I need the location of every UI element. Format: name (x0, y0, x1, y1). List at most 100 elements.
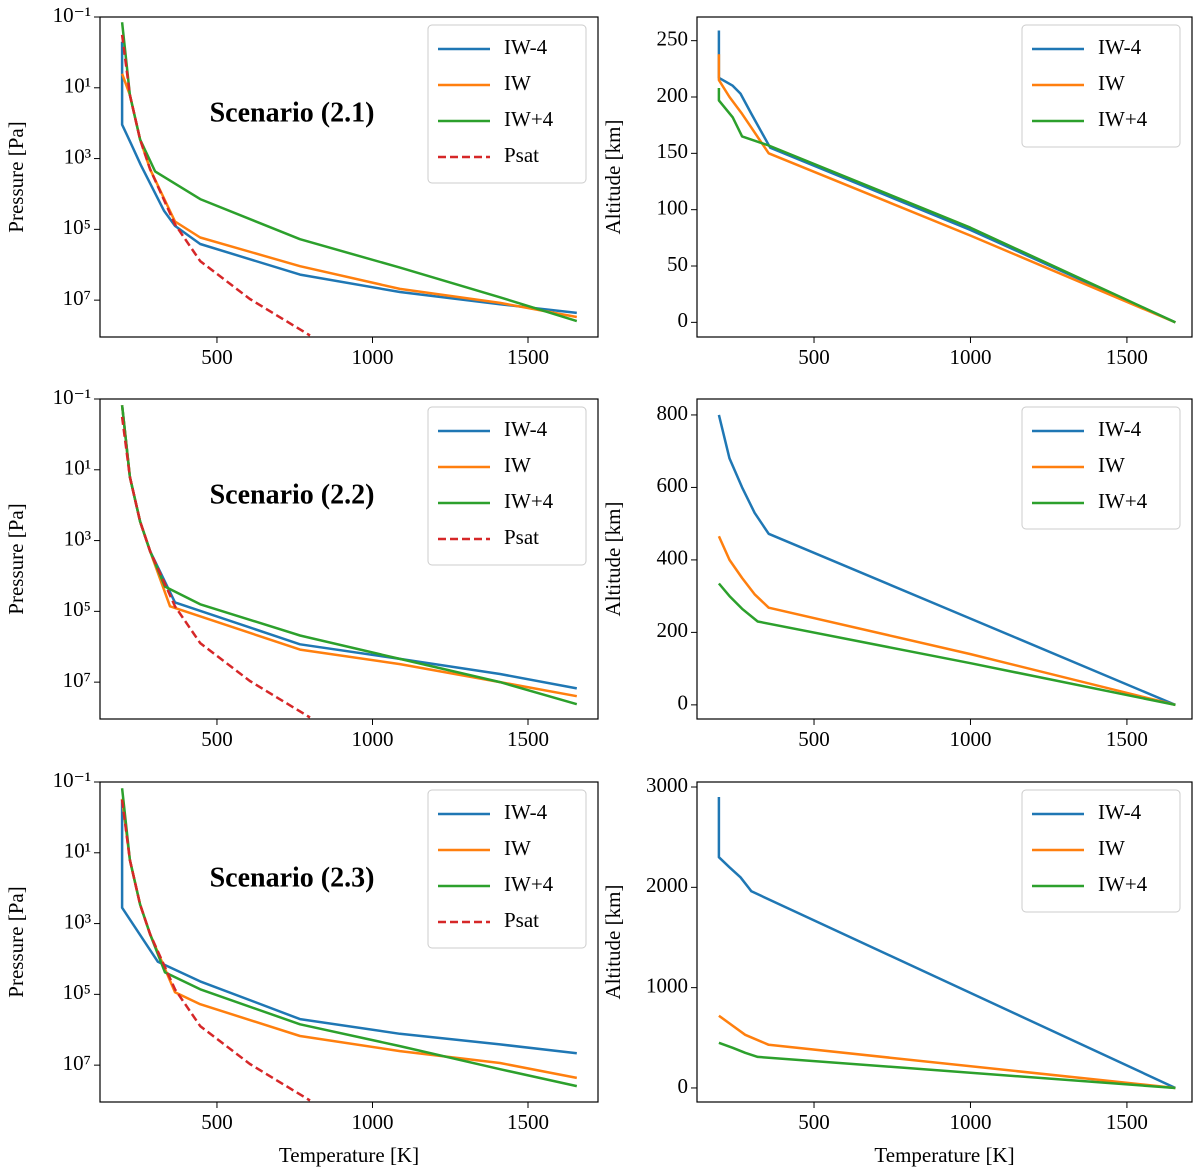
series-line (717, 535, 1176, 707)
legend-label: IW+4 (1098, 872, 1148, 896)
legend-label: IW-4 (1098, 800, 1142, 824)
legend-label: IW (504, 453, 531, 477)
x-tick-label: 1500 (1106, 345, 1148, 369)
legend-label: IW+4 (504, 107, 554, 131)
annotation: Scenario (2.1) (210, 97, 375, 128)
y-tick-label: 150 (657, 139, 689, 163)
legend-label: IW (1098, 836, 1125, 860)
y-tick-label: 0 (678, 1074, 689, 1098)
legend-label: Psat (504, 908, 539, 932)
plot-frame (696, 398, 1193, 720)
y-tick-label: 10¹ (64, 74, 91, 98)
series-line (717, 30, 1176, 324)
series-line (120, 405, 578, 706)
x-tick-label: 500 (201, 345, 233, 369)
series-line (717, 54, 1176, 324)
y-axis-label: Pressure [Pa] (4, 886, 28, 997)
y-axis-label: Altitude [km] (601, 885, 625, 1000)
series-line (120, 788, 578, 1088)
y-tick-label: 10⁷ (63, 286, 91, 310)
y-tick-label: 3000 (646, 773, 688, 797)
y-axis-label: Pressure [Pa] (4, 503, 28, 614)
series-line (717, 414, 1176, 707)
x-tick-label: 1000 (351, 345, 393, 369)
x-tick-label: 1000 (351, 727, 393, 751)
series-line (717, 582, 1176, 707)
annotation: Scenario (2.2) (210, 479, 375, 510)
y-tick-label: 10⁷ (63, 668, 91, 692)
y-tick-label: 10⁻¹ (53, 768, 91, 792)
legend-label: IW-4 (504, 800, 548, 824)
plot-frame (99, 781, 599, 1103)
panel: 500 1000 1500 10⁻¹ 10¹ 10³ 10⁵ 10⁷ IW-4 IW IW+4 Psa… (4, 385, 599, 751)
y-tick-label: 10¹ (64, 456, 91, 480)
y-axis-label: Altitude [km] (601, 120, 625, 235)
legend-label: IW+4 (504, 489, 554, 513)
legend-label: Psat (504, 143, 539, 167)
series-line (717, 797, 1176, 1090)
panel: 500 1000 1500 0 1000 2000 3000 IW-4 IW IW+4 Altitu… (601, 773, 1193, 1167)
series-line (120, 416, 311, 719)
series-line (718, 1014, 1176, 1090)
panel: 500 1000 1500 10⁻¹ 10¹ 10³ 10⁵ 10⁷ IW-4 IW IW+4 Psa… (4, 768, 599, 1167)
legend-box (427, 789, 587, 949)
x-tick-label: 500 (201, 727, 233, 751)
y-tick-label: 10³ (64, 909, 91, 933)
panel: 500 1000 1500 0 200 400 600 800 IW-4 IW IW+4 Altitu… (601, 398, 1193, 751)
y-tick-label: 10³ (64, 526, 91, 550)
y-tick-label: 10⁵ (63, 980, 91, 1004)
x-tick-label: 1500 (1106, 727, 1148, 751)
legend-box (427, 406, 587, 566)
y-tick-label: 250 (657, 26, 689, 50)
y-tick-label: 50 (667, 252, 688, 276)
series-line (120, 798, 577, 1055)
x-tick-label: 500 (798, 1110, 830, 1134)
x-axis-label: Temperature [K] (279, 1143, 419, 1167)
y-tick-label: 10⁵ (63, 215, 91, 239)
y-tick-label: 10⁻¹ (53, 3, 91, 27)
y-tick-label: 10⁻¹ (53, 385, 91, 409)
x-tick-label: 1000 (949, 1110, 991, 1134)
series-line (717, 88, 1176, 324)
y-tick-label: 0 (678, 308, 689, 332)
panel: 500 1000 1500 0 50 100 150 200 250 IW-4 IW IW+4 Alti… (601, 16, 1193, 369)
series-line (120, 34, 311, 337)
legend-label: IW+4 (1098, 107, 1148, 131)
legend-box (1021, 789, 1181, 913)
y-tick-label: 0 (678, 691, 689, 715)
legend-label: IW+4 (504, 872, 554, 896)
x-tick-label: 500 (798, 727, 830, 751)
x-axis-label: Temperature [K] (874, 1143, 1014, 1167)
x-tick-label: 1500 (1106, 1110, 1148, 1134)
y-tick-label: 2000 (646, 873, 688, 897)
panel: 500 1000 1500 10⁻¹ 10¹ 10³ 10⁵ 10⁷ IW-4 IW IW+4 Psa… (4, 3, 599, 369)
legend-label: IW-4 (504, 35, 548, 59)
x-tick-label: 1000 (949, 727, 991, 751)
legend-label: IW (1098, 71, 1125, 95)
legend-label: IW+4 (1098, 489, 1148, 513)
y-tick-label: 10³ (64, 144, 91, 168)
plot-frame (99, 398, 599, 720)
annotation: Scenario (2.3) (210, 862, 375, 893)
y-tick-label: 200 (657, 83, 689, 107)
series-line (718, 1041, 1176, 1090)
x-tick-label: 500 (201, 1110, 233, 1134)
series-line (120, 41, 577, 315)
x-tick-label: 1500 (507, 1110, 549, 1134)
y-tick-label: 200 (657, 618, 689, 642)
series-line (120, 799, 311, 1102)
y-tick-label: 400 (657, 546, 689, 570)
x-tick-label: 1500 (507, 345, 549, 369)
y-axis-label: Pressure [Pa] (4, 121, 28, 232)
y-tick-label: 10⁵ (63, 597, 91, 621)
legend-label: IW (1098, 453, 1125, 477)
x-tick-label: 500 (798, 345, 830, 369)
plot-frame (99, 16, 599, 338)
y-tick-label: 10⁷ (63, 1051, 91, 1075)
legend-label: IW-4 (1098, 35, 1142, 59)
plot-frame (696, 16, 1193, 338)
y-tick-label: 600 (657, 473, 689, 497)
legend-box (1021, 406, 1181, 530)
y-tick-label: 1000 (646, 973, 688, 997)
